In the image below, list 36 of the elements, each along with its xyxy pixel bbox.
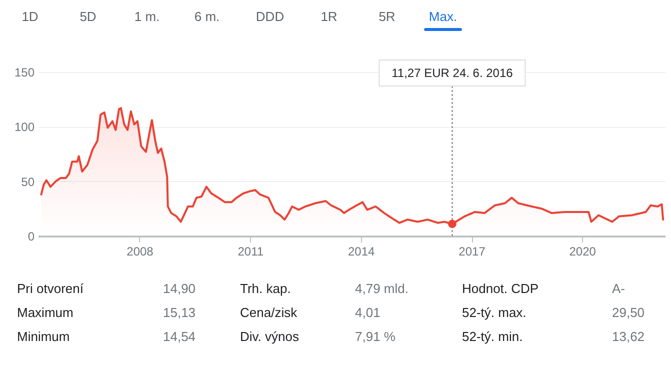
text: 15,13 <box>163 305 196 320</box>
text: 14,90 <box>163 281 196 296</box>
text: Hodnot. CDP <box>462 281 539 296</box>
text: 13,62 <box>612 329 645 344</box>
text: 1R <box>320 9 338 24</box>
x-tick-label: 2014 <box>348 244 376 258</box>
text: Minimum <box>17 329 70 344</box>
text: 1D <box>22 9 38 24</box>
text: A- <box>612 281 625 296</box>
text: 4,01 <box>355 305 380 320</box>
text: 6 m. <box>194 9 220 24</box>
text: 1 m. <box>134 9 160 24</box>
text: 52-tý. min. <box>462 329 523 344</box>
text: Pri otvorení <box>17 281 84 296</box>
x-tick-label: 2011 <box>238 244 264 258</box>
text: Trh. kap. <box>240 281 291 296</box>
y-tick-label: 150 <box>14 66 35 80</box>
text: Maximum <box>17 305 74 320</box>
text: 5R <box>378 9 396 24</box>
y-tick-label: 50 <box>21 174 35 189</box>
text: DDD <box>256 9 284 24</box>
text: Cena/zisk <box>240 305 298 320</box>
x-tick-label: 2008 <box>126 244 154 258</box>
text: 29,50 <box>612 305 645 320</box>
text: 7,91 % <box>355 329 396 344</box>
x-tick-label: 2017 <box>458 244 486 258</box>
text: 5D <box>80 9 96 24</box>
y-tick-label: 0 <box>28 230 35 244</box>
text: Max. <box>428 9 458 24</box>
text: Div. výnos <box>240 329 300 344</box>
text: 4,79 mld. <box>355 281 408 296</box>
text: 14,54 <box>163 329 196 344</box>
x-tick-label: 2020 <box>569 244 596 258</box>
text: 52-tý. max. <box>462 305 526 320</box>
y-tick-label: 100 <box>14 120 35 134</box>
ref-line-label: 11,27 EUR 24. 6. 2016 <box>392 66 514 80</box>
